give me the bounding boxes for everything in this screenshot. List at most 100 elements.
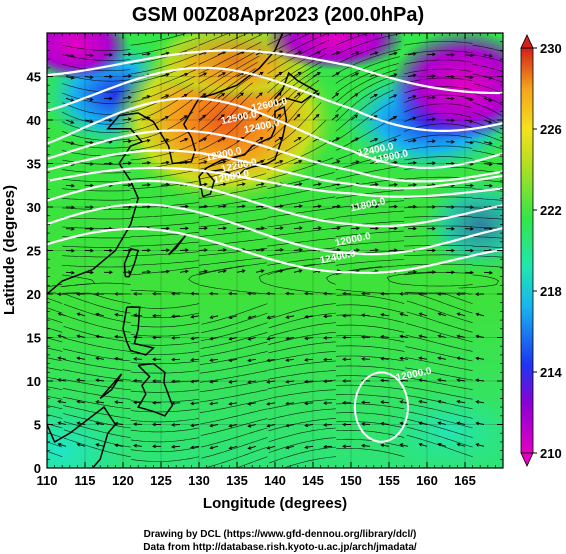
colorbar-tick-label: 226 [540, 122, 562, 137]
streamline [404, 254, 473, 256]
wind-vector [293, 136, 302, 143]
wind-vector [190, 401, 200, 406]
streamline [199, 370, 268, 383]
wind-vector [312, 50, 322, 56]
wind-vector [407, 204, 417, 209]
wind-vector [293, 159, 303, 164]
y-tick-label: 20 [27, 287, 41, 302]
streamline [62, 378, 131, 390]
streamline [130, 379, 200, 384]
streamline [335, 259, 405, 266]
streamline [336, 412, 405, 419]
wind-vector [350, 204, 360, 209]
streamline [336, 430, 405, 438]
wind-vector [247, 358, 257, 363]
streamline [267, 370, 336, 380]
wind-vector [456, 356, 466, 361]
wind-vector [361, 335, 371, 339]
wind-vector [160, 94, 170, 99]
streamline [47, 347, 63, 352]
wind-vector [57, 292, 67, 296]
wind-vector [228, 423, 238, 428]
streamline [335, 134, 401, 161]
streamline [62, 217, 131, 220]
wind-vector [418, 399, 428, 404]
wind-vector [266, 380, 276, 384]
wind-vector [369, 204, 379, 209]
streamline [47, 414, 63, 419]
wind-vector [76, 378, 86, 382]
credit-data: Data from http://database.rish.kyoto-u.a… [143, 542, 417, 553]
wind-vector [483, 53, 493, 58]
wind-vector [342, 291, 352, 296]
streamline [336, 304, 405, 314]
streamline [47, 307, 63, 314]
coastline [47, 33, 319, 468]
wind-vector [152, 357, 161, 362]
wind-vector [141, 269, 151, 274]
wind-vector [228, 401, 238, 406]
streamline [130, 46, 198, 65]
streamline [130, 232, 199, 237]
wind-vector [361, 357, 371, 361]
coastline-segment [198, 105, 288, 198]
wind-vector [445, 226, 455, 231]
x-tick-label: 120 [112, 473, 134, 488]
streamline [47, 292, 63, 295]
y-axis-label: Latitude (degrees) [1, 185, 18, 315]
wind-vector [236, 269, 246, 273]
streamline [63, 413, 131, 429]
wind-vectors [57, 50, 493, 450]
streamline [130, 446, 200, 453]
y-tick-label: 35 [27, 157, 41, 172]
wind-vector [65, 270, 75, 275]
wind-vector [122, 95, 132, 100]
wind-vector [84, 248, 94, 253]
streamline [198, 185, 267, 199]
wind-vector [388, 115, 398, 121]
streamline [472, 44, 503, 52]
wind-vector [312, 204, 322, 209]
wind-vector [122, 74, 132, 78]
streamline [472, 178, 503, 183]
streamline [268, 446, 336, 464]
streamline [130, 169, 199, 180]
wind-vector [103, 74, 113, 79]
wind-vector [65, 205, 75, 210]
streamline [335, 403, 405, 410]
wind-vector [266, 315, 276, 320]
wind-vector [285, 315, 295, 319]
wind-vector [446, 205, 455, 209]
streamline [335, 230, 405, 237]
streamline [406, 426, 473, 448]
streamline [472, 245, 503, 248]
wind-vector [190, 358, 200, 362]
chart-title: GSM 00Z08Apr2023 (200.0hPa) [132, 4, 424, 26]
wind-vector [475, 400, 485, 404]
wind-vector [342, 379, 351, 383]
wind-vector [198, 204, 208, 209]
streamline [201, 437, 268, 459]
streamline [458, 274, 499, 289]
wind-vector [255, 182, 265, 186]
wind-vector [190, 445, 200, 450]
wind-vector [65, 227, 75, 231]
wind-vector [171, 291, 181, 296]
wind-vector [95, 292, 104, 296]
streamline [130, 312, 200, 318]
wind-vector [483, 119, 493, 124]
streamline [472, 83, 503, 95]
wind-vector [342, 422, 351, 427]
streamline [130, 180, 199, 189]
streamline [404, 77, 473, 84]
streamline [406, 311, 473, 333]
wind-vector [304, 358, 314, 362]
streamline [130, 142, 198, 161]
wind-vector [65, 75, 75, 80]
wind-vector [179, 248, 189, 252]
wind-vector [171, 423, 181, 427]
wind-vector [437, 334, 447, 338]
streamline [62, 255, 131, 258]
streamline [336, 438, 405, 448]
streamline [199, 284, 268, 295]
